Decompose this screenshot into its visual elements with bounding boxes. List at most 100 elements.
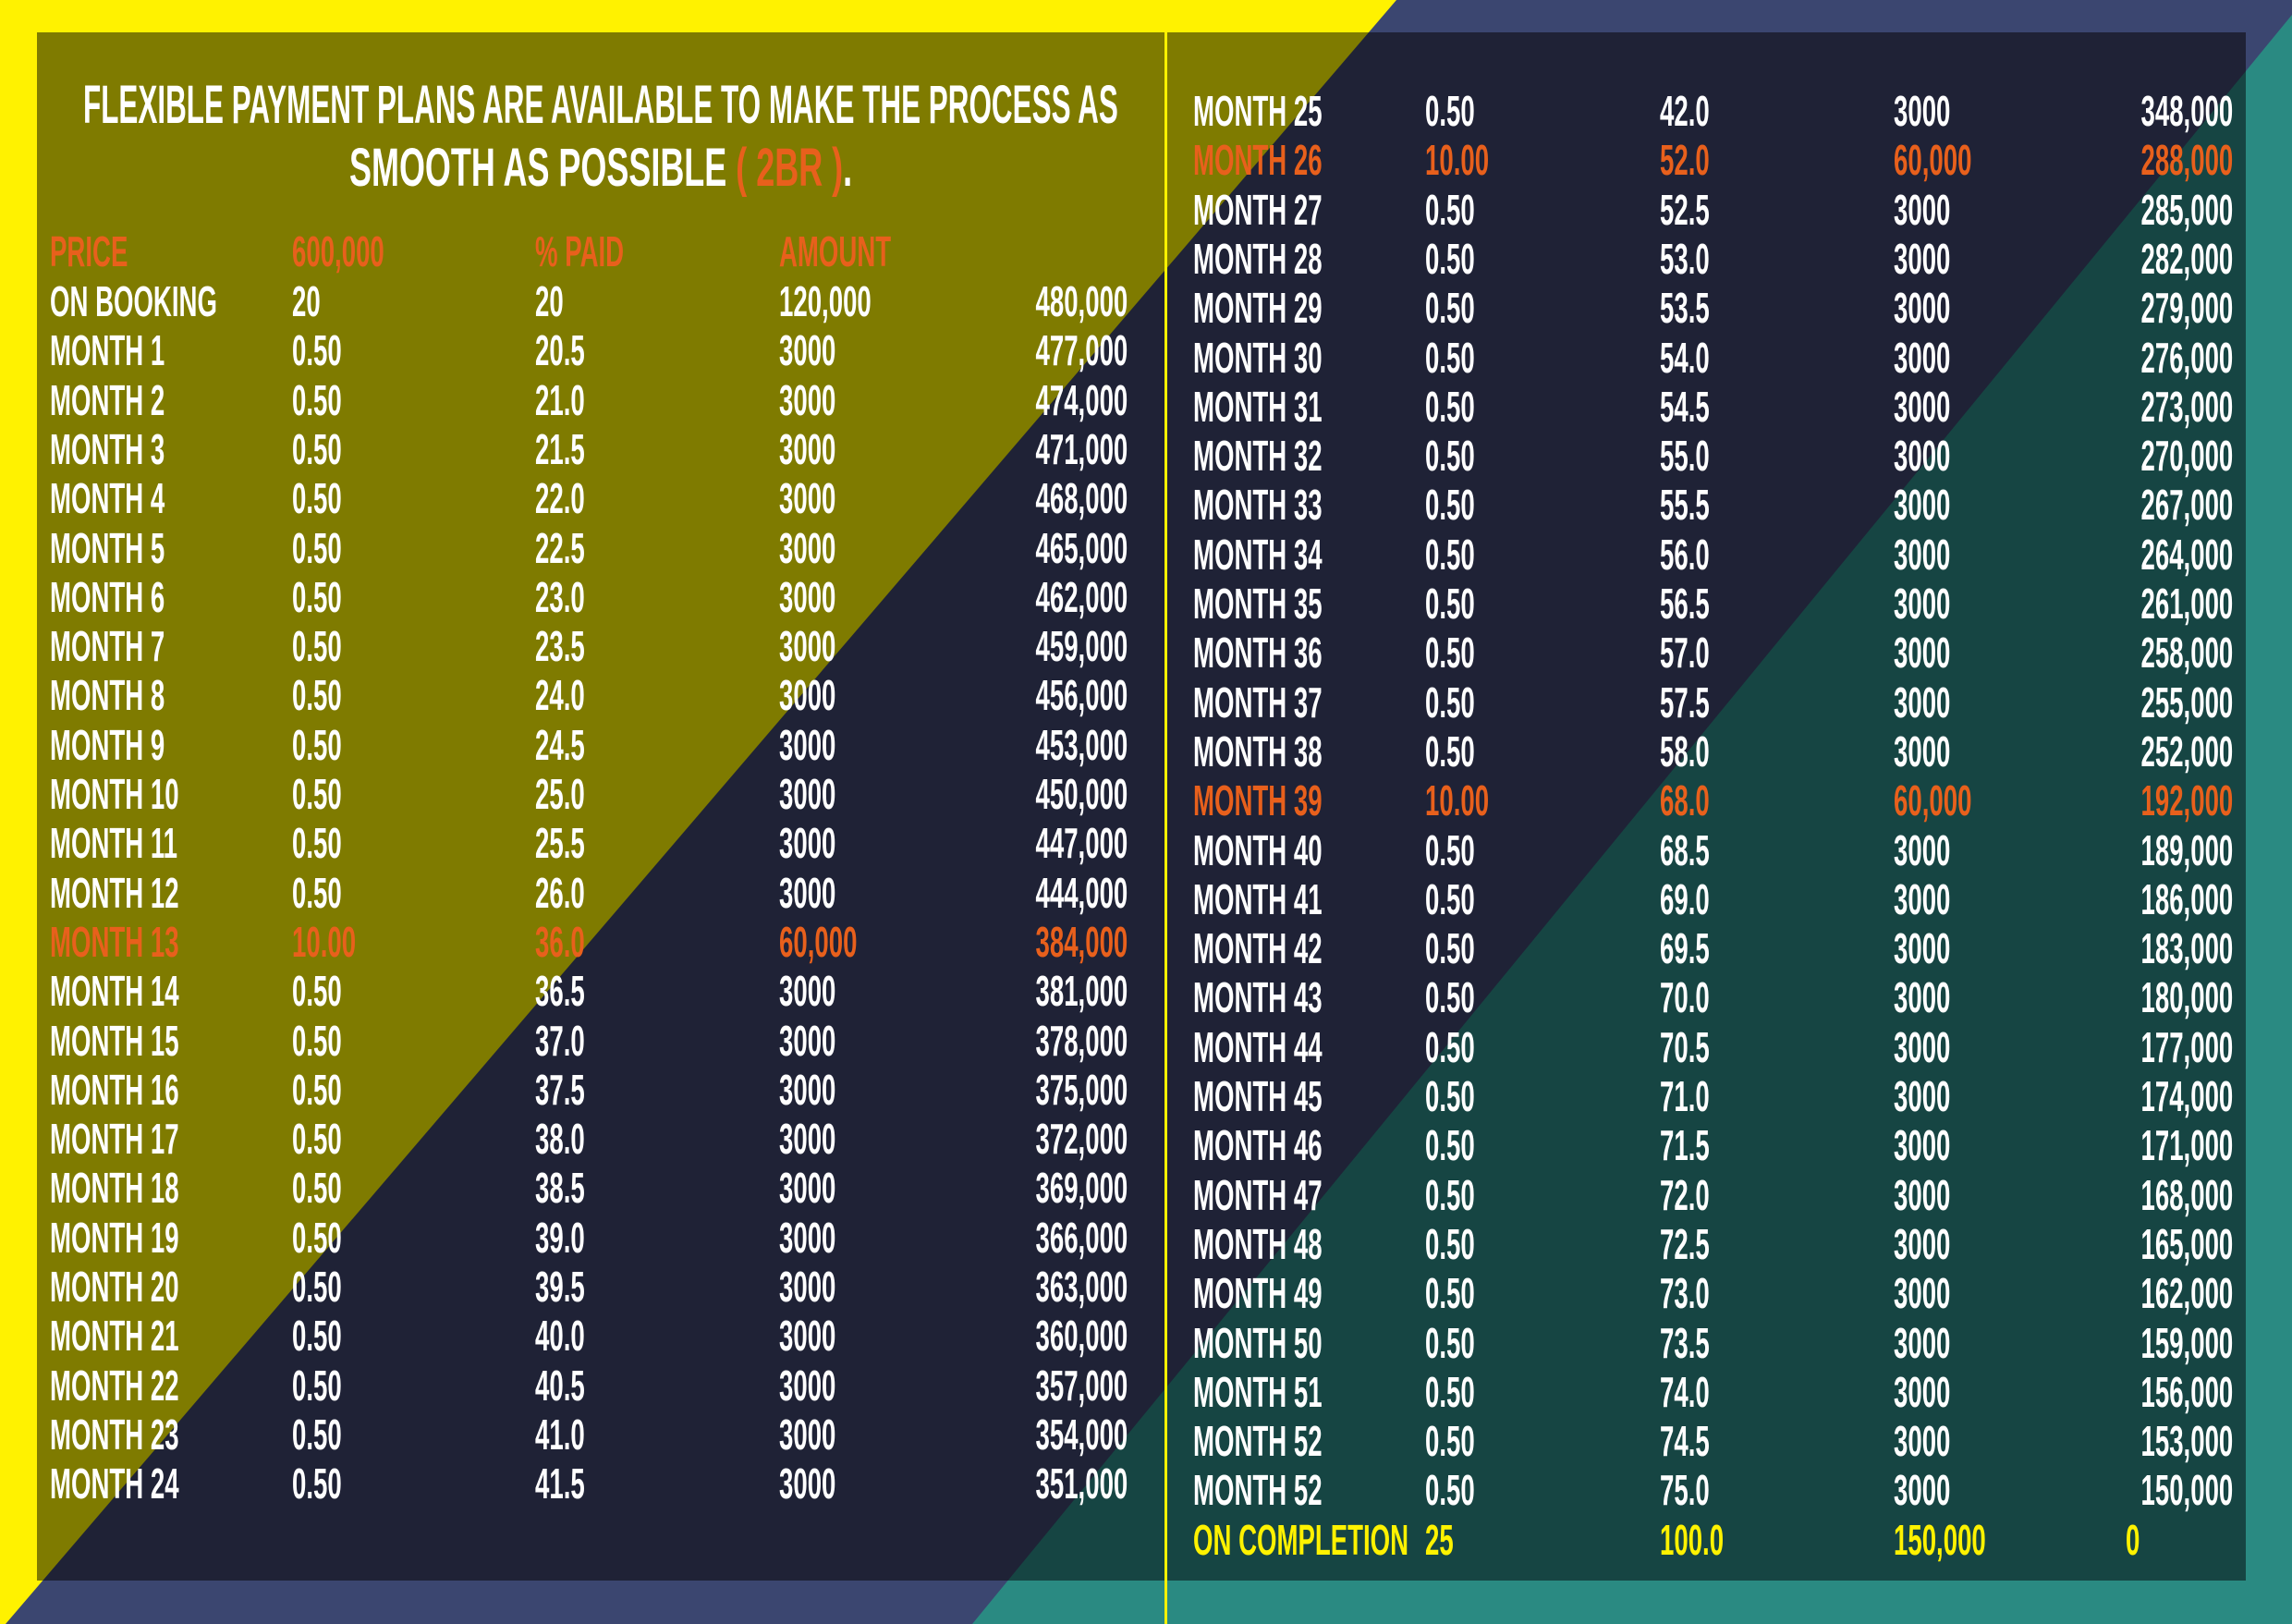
cell-cumulative-percent: 72.0 bbox=[1660, 1170, 1710, 1219]
cell-cumulative-percent: 37.5 bbox=[535, 1065, 585, 1114]
cell-cumulative-percent: 52.0 bbox=[1660, 136, 1710, 185]
cell-period: MONTH 34 bbox=[1193, 530, 1323, 579]
cell-percent: 0.50 bbox=[292, 523, 342, 572]
cell-amount: 3000 bbox=[1894, 1072, 1951, 1120]
cell-percent: 0.50 bbox=[1425, 1417, 1475, 1466]
cell-percent: 0.50 bbox=[1425, 382, 1475, 431]
cell-percent: 0.50 bbox=[292, 819, 342, 868]
cell-percent: 0.50 bbox=[292, 1065, 342, 1114]
cell-period: MONTH 4 bbox=[50, 474, 165, 523]
cell-balance: 459,000 bbox=[1035, 622, 1128, 671]
cell-cumulative-percent: 69.0 bbox=[1660, 874, 1710, 923]
cell-amount: 3000 bbox=[1894, 382, 1951, 431]
cell-percent: 0.50 bbox=[292, 1016, 342, 1065]
cell-balance: 270,000 bbox=[2140, 432, 2233, 481]
cell-cumulative-percent: 55.5 bbox=[1660, 481, 1710, 530]
cell-cumulative-percent: 58.0 bbox=[1660, 727, 1710, 775]
cell-cumulative-percent: 54.5 bbox=[1660, 382, 1710, 431]
cell-amount: 3000 bbox=[1894, 1022, 1951, 1071]
cell-cumulative-percent: 74.0 bbox=[1660, 1367, 1710, 1416]
cell-amount: 3000 bbox=[779, 1065, 836, 1114]
cell-cumulative-percent: 21.5 bbox=[535, 424, 585, 473]
cell-amount: 3000 bbox=[779, 770, 836, 818]
cell-percent: 0.50 bbox=[1425, 284, 1475, 333]
cell-amount: 3000 bbox=[1894, 973, 1951, 1022]
cell-percent: 0.50 bbox=[292, 1312, 342, 1361]
cell-percent: 0.50 bbox=[292, 326, 342, 375]
cell-amount: 3000 bbox=[1894, 1367, 1951, 1416]
cell-cumulative-percent: 71.0 bbox=[1660, 1072, 1710, 1120]
cell-balance: 165,000 bbox=[2140, 1219, 2233, 1268]
cell-period: MONTH 10 bbox=[50, 770, 179, 818]
cell-balance: 189,000 bbox=[2140, 825, 2233, 874]
cell-cumulative-percent: 52.5 bbox=[1660, 185, 1710, 234]
title-line-1-text: FLEXIBLE PAYMENT PLANS ARE AVAILABLE TO … bbox=[83, 75, 1118, 135]
cell-cumulative-percent: 53.0 bbox=[1660, 234, 1710, 283]
cell-percent: 0.50 bbox=[1425, 333, 1475, 382]
cell-percent: 25 bbox=[1425, 1515, 1454, 1564]
cell-balance: 258,000 bbox=[2140, 629, 2233, 678]
cell-period: MONTH 28 bbox=[1193, 234, 1323, 283]
cell-cumulative-percent: 40.5 bbox=[535, 1361, 585, 1410]
cell-amount: 3000 bbox=[1894, 87, 1951, 135]
cell-amount: 3000 bbox=[779, 1410, 836, 1459]
cell-cumulative-percent: 24.0 bbox=[535, 671, 585, 720]
cell-balance: 375,000 bbox=[1035, 1065, 1128, 1114]
cell-period: MONTH 21 bbox=[50, 1312, 179, 1361]
cell-balance: 354,000 bbox=[1035, 1410, 1128, 1459]
cell-percent: 0.50 bbox=[292, 424, 342, 473]
cell-balance: 288,000 bbox=[2140, 136, 2233, 185]
cell-amount: 3000 bbox=[779, 1263, 836, 1311]
cell-cumulative-percent: 37.0 bbox=[535, 1016, 585, 1065]
cell-balance: 285,000 bbox=[2140, 185, 2233, 234]
cell-cumulative-percent: 22.5 bbox=[535, 523, 585, 572]
title-line-2-wrap: SMOOTH AS POSSIBLE ( 2BR ). bbox=[349, 137, 852, 200]
cell-cumulative-percent: 38.5 bbox=[535, 1164, 585, 1213]
cell-amount: 3000 bbox=[1894, 1219, 1951, 1268]
cell-percent: 0.50 bbox=[292, 1115, 342, 1164]
cell-period: MONTH 27 bbox=[1193, 185, 1323, 234]
cell-balance: 357,000 bbox=[1035, 1361, 1128, 1410]
cell-cumulative-percent: 40.0 bbox=[535, 1312, 585, 1361]
cell-period: MONTH 32 bbox=[1193, 432, 1323, 481]
cell-balance: 378,000 bbox=[1035, 1016, 1128, 1065]
title-line-2: SMOOTH AS POSSIBLE ( 2BR ). bbox=[74, 137, 1128, 200]
cell-amount: 3000 bbox=[1894, 333, 1951, 382]
cell-period: MONTH 8 bbox=[50, 671, 165, 720]
cell-amount: 150,000 bbox=[1894, 1515, 1986, 1564]
cell-amount: 3000 bbox=[779, 375, 836, 424]
cell-amount: 3000 bbox=[779, 720, 836, 769]
cell-percent: 0.50 bbox=[1425, 825, 1475, 874]
cell-balance: 372,000 bbox=[1035, 1115, 1128, 1164]
cell-amount: 120,000 bbox=[779, 277, 872, 325]
cell-amount: 3000 bbox=[1894, 284, 1951, 333]
cell-cumulative-percent: 21.0 bbox=[535, 375, 585, 424]
cell-period: MONTH 44 bbox=[1193, 1022, 1323, 1071]
cell-cumulative-percent: 56.0 bbox=[1660, 530, 1710, 579]
inner-teal-triangle bbox=[1007, 70, 2246, 1581]
cell-amount: 3000 bbox=[779, 1312, 836, 1361]
cell-cumulative-percent: 100.0 bbox=[1660, 1515, 1725, 1564]
cell-cumulative-percent: 20 bbox=[535, 277, 564, 325]
cell-period: MONTH 15 bbox=[50, 1016, 179, 1065]
cell-cumulative-percent: 22.0 bbox=[535, 474, 585, 523]
title-line-2-text: SMOOTH AS POSSIBLE bbox=[348, 138, 727, 198]
cell-period: MONTH 39 bbox=[1193, 776, 1323, 825]
cell-period: MONTH 40 bbox=[1193, 825, 1323, 874]
cell-cumulative-percent: 25.5 bbox=[535, 819, 585, 868]
cell-amount: 3000 bbox=[779, 967, 836, 1016]
cell-percent: 0.50 bbox=[292, 1459, 342, 1508]
cell-period: ON BOOKING bbox=[50, 277, 217, 325]
cell-period: MONTH 5 bbox=[50, 523, 165, 572]
cell-balance: 471,000 bbox=[1035, 424, 1128, 473]
cell-amount: 3000 bbox=[1894, 1121, 1951, 1170]
cell-cumulative-percent: 38.0 bbox=[535, 1115, 585, 1164]
cell-balance: 348,000 bbox=[2140, 87, 2233, 135]
cell-amount: 3000 bbox=[779, 1016, 836, 1065]
cell-period: PRICE bbox=[50, 227, 128, 275]
cell-cumulative-percent: 55.0 bbox=[1660, 432, 1710, 481]
cell-balance: 180,000 bbox=[2140, 973, 2233, 1022]
cell-percent: 0.50 bbox=[292, 375, 342, 424]
cell-period: MONTH 23 bbox=[50, 1410, 179, 1459]
